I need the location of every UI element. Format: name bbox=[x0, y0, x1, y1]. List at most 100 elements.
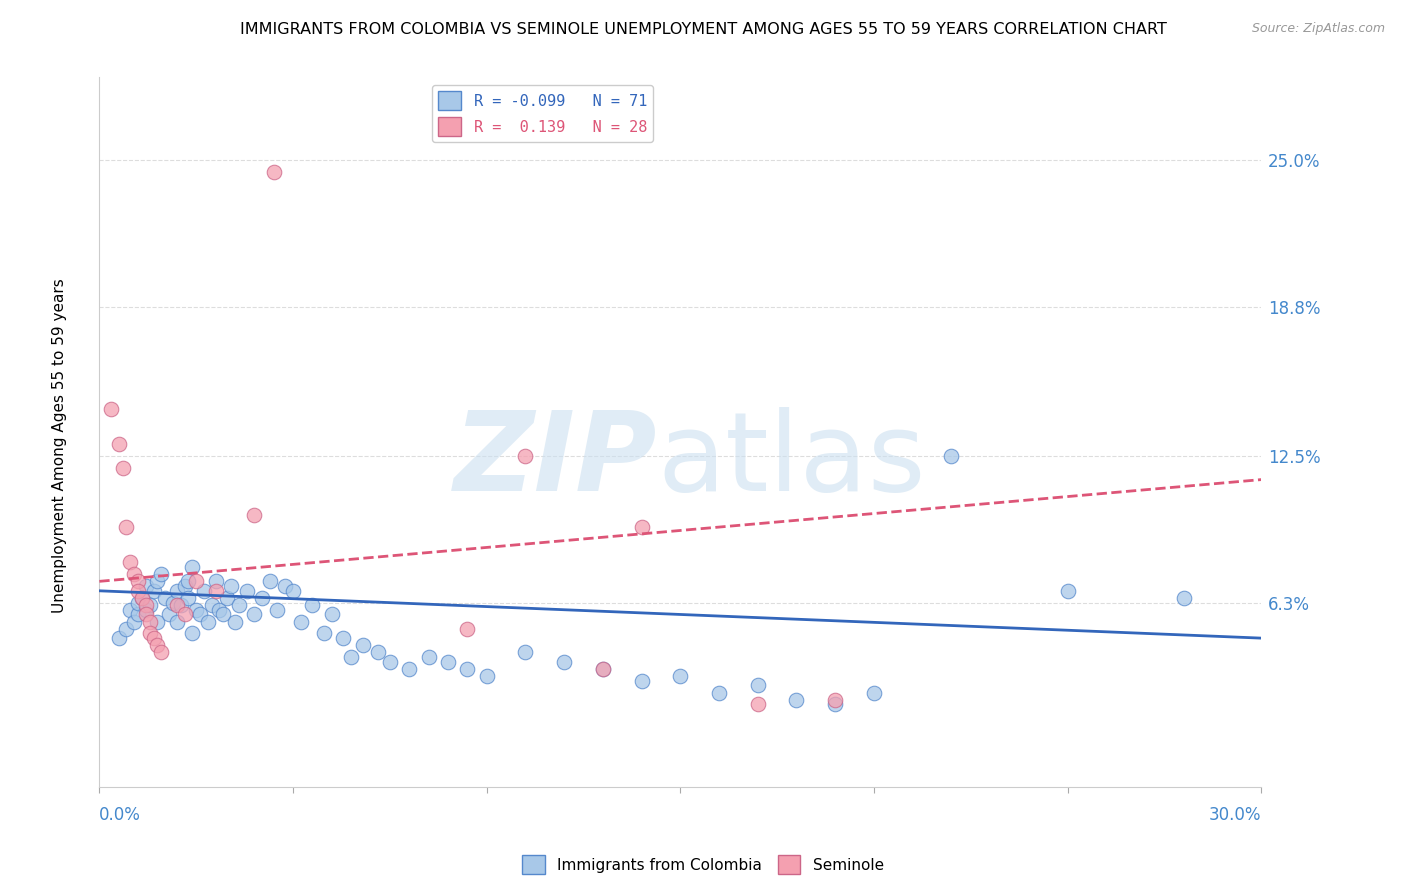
Point bbox=[135, 598, 157, 612]
Point bbox=[263, 165, 285, 179]
Point bbox=[941, 449, 963, 463]
Point bbox=[186, 603, 208, 617]
Point bbox=[456, 622, 478, 636]
Point bbox=[630, 673, 652, 688]
Point bbox=[166, 615, 188, 629]
Point bbox=[146, 615, 169, 629]
Point bbox=[170, 598, 193, 612]
Point bbox=[193, 583, 215, 598]
Point bbox=[456, 662, 478, 676]
Point bbox=[378, 655, 401, 669]
Point bbox=[173, 579, 195, 593]
Text: Unemployment Among Ages 55 to 59 years: Unemployment Among Ages 55 to 59 years bbox=[52, 278, 66, 614]
Point bbox=[122, 615, 145, 629]
Point bbox=[515, 645, 537, 659]
Text: ZIP: ZIP bbox=[454, 407, 657, 514]
Point bbox=[824, 698, 846, 712]
Point bbox=[352, 638, 374, 652]
Point bbox=[785, 692, 807, 706]
Point bbox=[166, 583, 188, 598]
Point bbox=[166, 598, 188, 612]
Point bbox=[747, 678, 769, 692]
Point bbox=[150, 645, 173, 659]
Point bbox=[120, 556, 142, 570]
Point bbox=[100, 401, 122, 416]
Point bbox=[153, 591, 176, 605]
Point bbox=[138, 615, 160, 629]
Point bbox=[259, 574, 281, 589]
Point bbox=[824, 692, 846, 706]
Point bbox=[1173, 591, 1195, 605]
Point bbox=[592, 662, 614, 676]
Point bbox=[138, 598, 160, 612]
Point bbox=[219, 579, 242, 593]
Point bbox=[321, 607, 343, 622]
Point bbox=[173, 607, 195, 622]
Point bbox=[367, 645, 389, 659]
Point bbox=[747, 698, 769, 712]
Point bbox=[204, 583, 226, 598]
Point bbox=[312, 626, 335, 640]
Point bbox=[204, 574, 226, 589]
Point bbox=[197, 615, 219, 629]
Point bbox=[437, 655, 460, 669]
Point bbox=[340, 650, 363, 665]
Point bbox=[201, 598, 224, 612]
Point bbox=[146, 574, 169, 589]
Legend: R = -0.099   N = 71, R =  0.139   N = 28: R = -0.099 N = 71, R = 0.139 N = 28 bbox=[432, 85, 652, 142]
Point bbox=[181, 626, 204, 640]
Point bbox=[131, 591, 153, 605]
Point bbox=[177, 591, 200, 605]
Point bbox=[142, 583, 165, 598]
Point bbox=[142, 631, 165, 645]
Point bbox=[250, 591, 273, 605]
Point bbox=[235, 583, 257, 598]
Point bbox=[162, 596, 184, 610]
Point bbox=[146, 638, 169, 652]
Point bbox=[592, 662, 614, 676]
Point bbox=[122, 567, 145, 582]
Point bbox=[553, 655, 575, 669]
Point bbox=[224, 615, 246, 629]
Point bbox=[120, 603, 142, 617]
Point bbox=[115, 622, 138, 636]
Point bbox=[418, 650, 440, 665]
Point bbox=[107, 631, 129, 645]
Point bbox=[208, 603, 231, 617]
Point bbox=[115, 520, 138, 534]
Point bbox=[127, 583, 149, 598]
Point bbox=[177, 574, 200, 589]
Point bbox=[475, 669, 498, 683]
Point bbox=[332, 631, 354, 645]
Point bbox=[515, 449, 537, 463]
Point bbox=[669, 669, 692, 683]
Legend: Immigrants from Colombia, Seminole: Immigrants from Colombia, Seminole bbox=[516, 849, 890, 880]
Point bbox=[107, 437, 129, 451]
Text: IMMIGRANTS FROM COLOMBIA VS SEMINOLE UNEMPLOYMENT AMONG AGES 55 TO 59 YEARS CORR: IMMIGRANTS FROM COLOMBIA VS SEMINOLE UNE… bbox=[239, 22, 1167, 37]
Point bbox=[212, 607, 235, 622]
Point bbox=[135, 607, 157, 622]
Text: Source: ZipAtlas.com: Source: ZipAtlas.com bbox=[1251, 22, 1385, 36]
Point bbox=[863, 685, 886, 699]
Point bbox=[138, 626, 160, 640]
Point bbox=[266, 603, 288, 617]
Text: 0.0%: 0.0% bbox=[100, 806, 141, 824]
Point bbox=[217, 591, 239, 605]
Point bbox=[301, 598, 323, 612]
Point bbox=[228, 598, 250, 612]
Point bbox=[398, 662, 420, 676]
Point bbox=[135, 579, 157, 593]
Point bbox=[188, 607, 211, 622]
Point bbox=[135, 603, 157, 617]
Point bbox=[630, 520, 652, 534]
Point bbox=[127, 596, 149, 610]
Point bbox=[127, 574, 149, 589]
Point bbox=[1056, 583, 1078, 598]
Point bbox=[290, 615, 312, 629]
Point bbox=[707, 685, 730, 699]
Point bbox=[111, 460, 134, 475]
Point bbox=[157, 607, 180, 622]
Point bbox=[243, 508, 266, 522]
Point bbox=[243, 607, 266, 622]
Text: 30.0%: 30.0% bbox=[1209, 806, 1261, 824]
